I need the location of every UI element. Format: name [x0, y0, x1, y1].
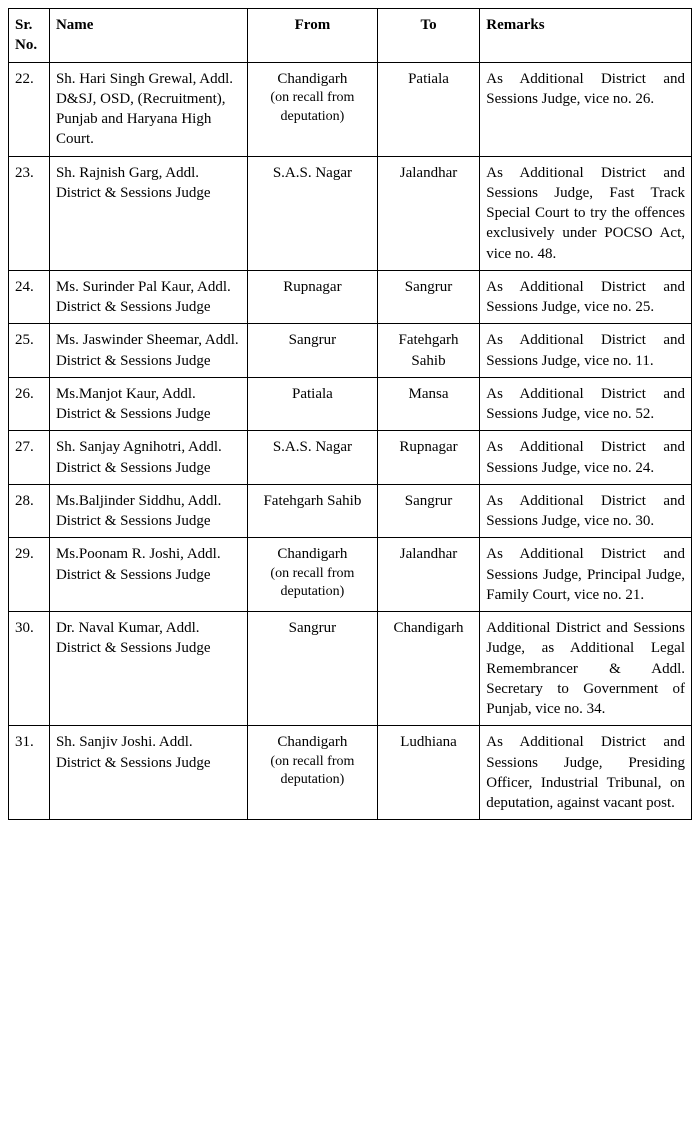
- from-main: S.A.S. Nagar: [273, 439, 352, 455]
- cell-remarks: As Additional District and Sessions Judg…: [480, 270, 692, 324]
- header-sr: Sr. No.: [9, 9, 50, 63]
- cell-sr: 29.: [9, 538, 50, 612]
- cell-remarks: As Additional District and Sessions Judg…: [480, 484, 692, 538]
- cell-to: Fatehgarh Sahib: [377, 324, 479, 378]
- table-row: 22.Sh. Hari Singh Grewal, Addl. D&SJ, OS…: [9, 62, 692, 156]
- from-main: Fatehgarh Sahib: [263, 493, 361, 509]
- table-row: 23.Sh. Rajnish Garg, Addl. District & Se…: [9, 156, 692, 270]
- cell-remarks: Additional District and Sessions Judge, …: [480, 612, 692, 726]
- from-sub: (on recall from deputation): [254, 753, 371, 791]
- cell-name: Ms.Baljinder Siddhu, Addl. District & Se…: [49, 484, 247, 538]
- cell-from: Rupnagar: [248, 270, 378, 324]
- header-remarks: Remarks: [480, 9, 692, 63]
- cell-name: Sh. Hari Singh Grewal, Addl. D&SJ, OSD, …: [49, 62, 247, 156]
- cell-sr: 27.: [9, 431, 50, 485]
- cell-from: S.A.S. Nagar: [248, 431, 378, 485]
- cell-from: Chandigarh (on recall from deputation): [248, 538, 378, 612]
- cell-remarks: As Additional District and Sessions Judg…: [480, 156, 692, 270]
- cell-from: Sangrur: [248, 612, 378, 726]
- cell-name: Ms. Jaswinder Sheemar, Addl. District & …: [49, 324, 247, 378]
- cell-to: Jalandhar: [377, 538, 479, 612]
- table-row: 31.Sh. Sanjiv Joshi. Addl. District & Se…: [9, 726, 692, 820]
- from-main: Chandigarh: [277, 546, 347, 562]
- cell-from: Chandigarh (on recall from deputation): [248, 726, 378, 820]
- cell-name: Ms.Manjot Kaur, Addl. District & Session…: [49, 377, 247, 431]
- from-main: Patiala: [292, 386, 333, 402]
- table-row: 28.Ms.Baljinder Siddhu, Addl. District &…: [9, 484, 692, 538]
- from-main: Sangrur: [289, 620, 337, 636]
- cell-to: Patiala: [377, 62, 479, 156]
- from-sub: (on recall from deputation): [254, 89, 371, 127]
- from-main: S.A.S. Nagar: [273, 165, 352, 181]
- judges-transfer-table: Sr. No. Name From To Remarks 22.Sh. Hari…: [8, 8, 692, 820]
- cell-remarks: As Additional District and Sessions Judg…: [480, 377, 692, 431]
- header-name: Name: [49, 9, 247, 63]
- table-row: 29.Ms.Poonam R. Joshi, Addl. District & …: [9, 538, 692, 612]
- cell-from: Sangrur: [248, 324, 378, 378]
- cell-sr: 22.: [9, 62, 50, 156]
- cell-to: Mansa: [377, 377, 479, 431]
- cell-name: Ms. Surinder Pal Kaur, Addl. District & …: [49, 270, 247, 324]
- cell-from: Patiala: [248, 377, 378, 431]
- cell-to: Jalandhar: [377, 156, 479, 270]
- header-from: From: [248, 9, 378, 63]
- from-main: Chandigarh: [277, 734, 347, 750]
- table-row: 26.Ms.Manjot Kaur, Addl. District & Sess…: [9, 377, 692, 431]
- cell-name: Sh. Rajnish Garg, Addl. District & Sessi…: [49, 156, 247, 270]
- from-main: Rupnagar: [283, 279, 341, 295]
- from-main: Chandigarh: [277, 71, 347, 87]
- cell-name: Sh. Sanjiv Joshi. Addl. District & Sessi…: [49, 726, 247, 820]
- cell-remarks: As Additional District and Sessions Judg…: [480, 726, 692, 820]
- cell-from: Fatehgarh Sahib: [248, 484, 378, 538]
- table-row: 30.Dr. Naval Kumar, Addl. District & Ses…: [9, 612, 692, 726]
- from-main: Sangrur: [289, 332, 337, 348]
- cell-from: S.A.S. Nagar: [248, 156, 378, 270]
- cell-to: Sangrur: [377, 484, 479, 538]
- cell-sr: 26.: [9, 377, 50, 431]
- cell-to: Sangrur: [377, 270, 479, 324]
- cell-remarks: As Additional District and Sessions Judg…: [480, 324, 692, 378]
- cell-to: Ludhiana: [377, 726, 479, 820]
- cell-sr: 23.: [9, 156, 50, 270]
- cell-sr: 30.: [9, 612, 50, 726]
- cell-sr: 25.: [9, 324, 50, 378]
- cell-to: Rupnagar: [377, 431, 479, 485]
- cell-sr: 31.: [9, 726, 50, 820]
- table-row: 25.Ms. Jaswinder Sheemar, Addl. District…: [9, 324, 692, 378]
- cell-sr: 28.: [9, 484, 50, 538]
- cell-remarks: As Additional District and Sessions Judg…: [480, 431, 692, 485]
- cell-remarks: As Additional District and Sessions Judg…: [480, 62, 692, 156]
- cell-to: Chandigarh: [377, 612, 479, 726]
- cell-name: Dr. Naval Kumar, Addl. District & Sessio…: [49, 612, 247, 726]
- cell-name: Ms.Poonam R. Joshi, Addl. District & Ses…: [49, 538, 247, 612]
- cell-name: Sh. Sanjay Agnihotri, Addl. District & S…: [49, 431, 247, 485]
- table-header-row: Sr. No. Name From To Remarks: [9, 9, 692, 63]
- header-to: To: [377, 9, 479, 63]
- table-row: 27.Sh. Sanjay Agnihotri, Addl. District …: [9, 431, 692, 485]
- table-row: 24.Ms. Surinder Pal Kaur, Addl. District…: [9, 270, 692, 324]
- cell-from: Chandigarh (on recall from deputation): [248, 62, 378, 156]
- cell-sr: 24.: [9, 270, 50, 324]
- from-sub: (on recall from deputation): [254, 565, 371, 603]
- cell-remarks: As Additional District and Sessions Judg…: [480, 538, 692, 612]
